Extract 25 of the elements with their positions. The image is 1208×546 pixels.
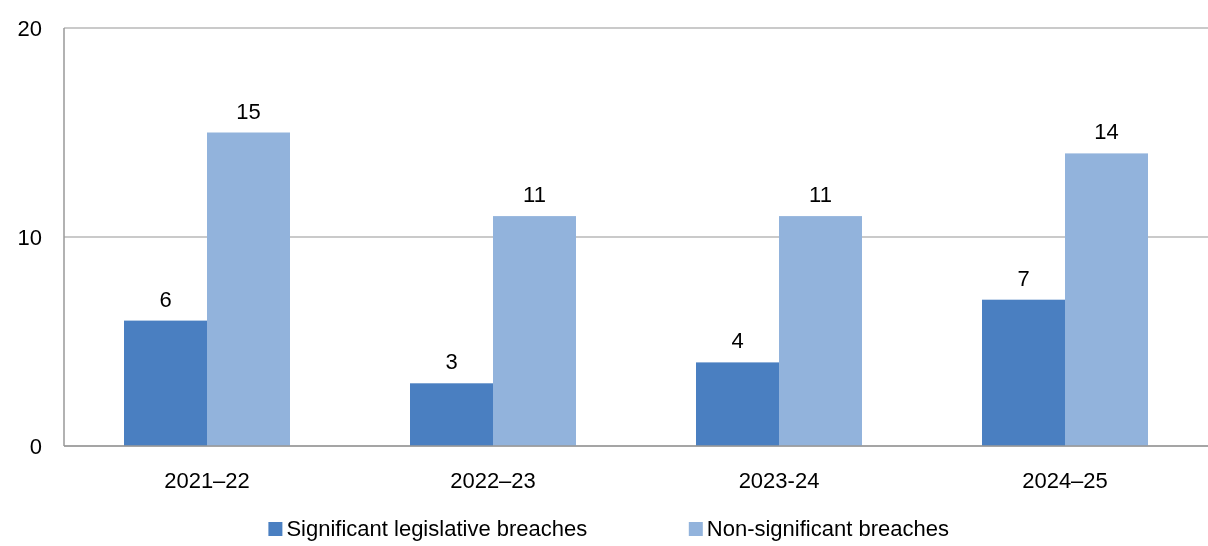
bar xyxy=(779,216,862,446)
bar xyxy=(696,362,779,446)
bar xyxy=(982,299,1065,446)
x-tick-label: 2023-24 xyxy=(738,468,820,493)
x-tick-label: 2024–25 xyxy=(1022,468,1108,493)
legend-label: Non-significant breaches xyxy=(706,516,949,541)
y-tick-label: 10 xyxy=(17,224,42,250)
bar xyxy=(493,216,576,446)
bar xyxy=(124,320,207,446)
data-label: 14 xyxy=(1094,119,1119,145)
data-label: 6 xyxy=(159,286,172,312)
data-label: 3 xyxy=(445,349,458,375)
x-tick-label: 2021–22 xyxy=(164,468,250,493)
legend-label: Significant legislative breaches xyxy=(286,516,588,541)
data-label: 11 xyxy=(523,182,546,208)
bar xyxy=(410,383,493,446)
data-label: 15 xyxy=(236,98,261,124)
bar xyxy=(1065,153,1148,446)
bar xyxy=(207,132,290,446)
data-label: 7 xyxy=(1017,265,1030,291)
x-tick-label: 2022–23 xyxy=(450,468,536,493)
y-tick-label: 0 xyxy=(29,433,42,459)
data-label: 11 xyxy=(809,182,832,208)
data-label: 4 xyxy=(731,328,744,354)
y-tick-label: 20 xyxy=(17,15,42,41)
